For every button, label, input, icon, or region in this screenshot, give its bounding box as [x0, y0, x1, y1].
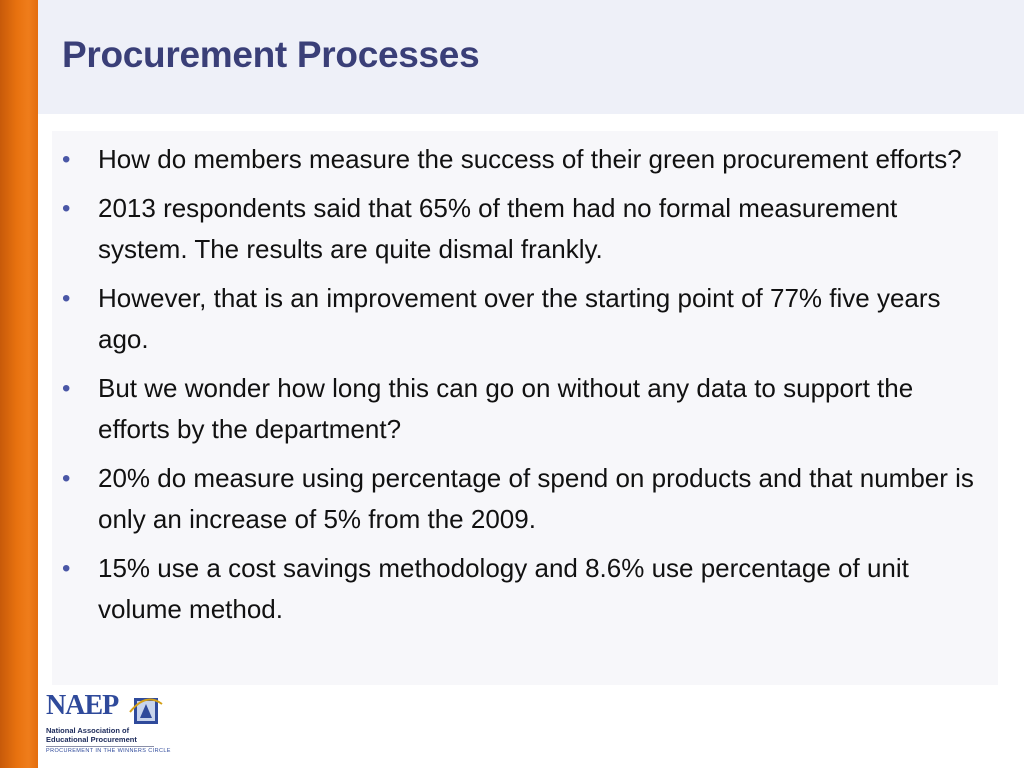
naep-logo: NAEP National Association of Educational… [44, 690, 171, 758]
bullet-item: But we wonder how long this can go on wi… [62, 368, 990, 450]
title-band [38, 0, 1024, 114]
bullet-item: 20% do measure using percentage of spend… [62, 458, 990, 540]
left-accent-bar [0, 0, 38, 768]
logo-emblem-icon [129, 698, 163, 724]
content-box: How do members measure the success of th… [52, 131, 998, 685]
slide-title: Procurement Processes [62, 34, 480, 75]
logo-divider [46, 746, 154, 747]
bullet-item: However, that is an improvement over the… [62, 278, 990, 360]
bullet-item: 2013 respondents said that 65% of them h… [62, 188, 990, 270]
bullet-item: How do members measure the success of th… [62, 139, 990, 180]
bullet-item: 15% use a cost savings methodology and 8… [62, 548, 990, 630]
logo-tagline: PROCUREMENT IN THE WINNERS CIRCLE [46, 748, 171, 754]
logo-line-1: National Association of [46, 726, 130, 735]
bullet-list: How do members measure the success of th… [62, 139, 990, 638]
logo-line-2: Educational Procurement [46, 735, 137, 744]
logo-wordmark: NAEP [46, 690, 119, 721]
